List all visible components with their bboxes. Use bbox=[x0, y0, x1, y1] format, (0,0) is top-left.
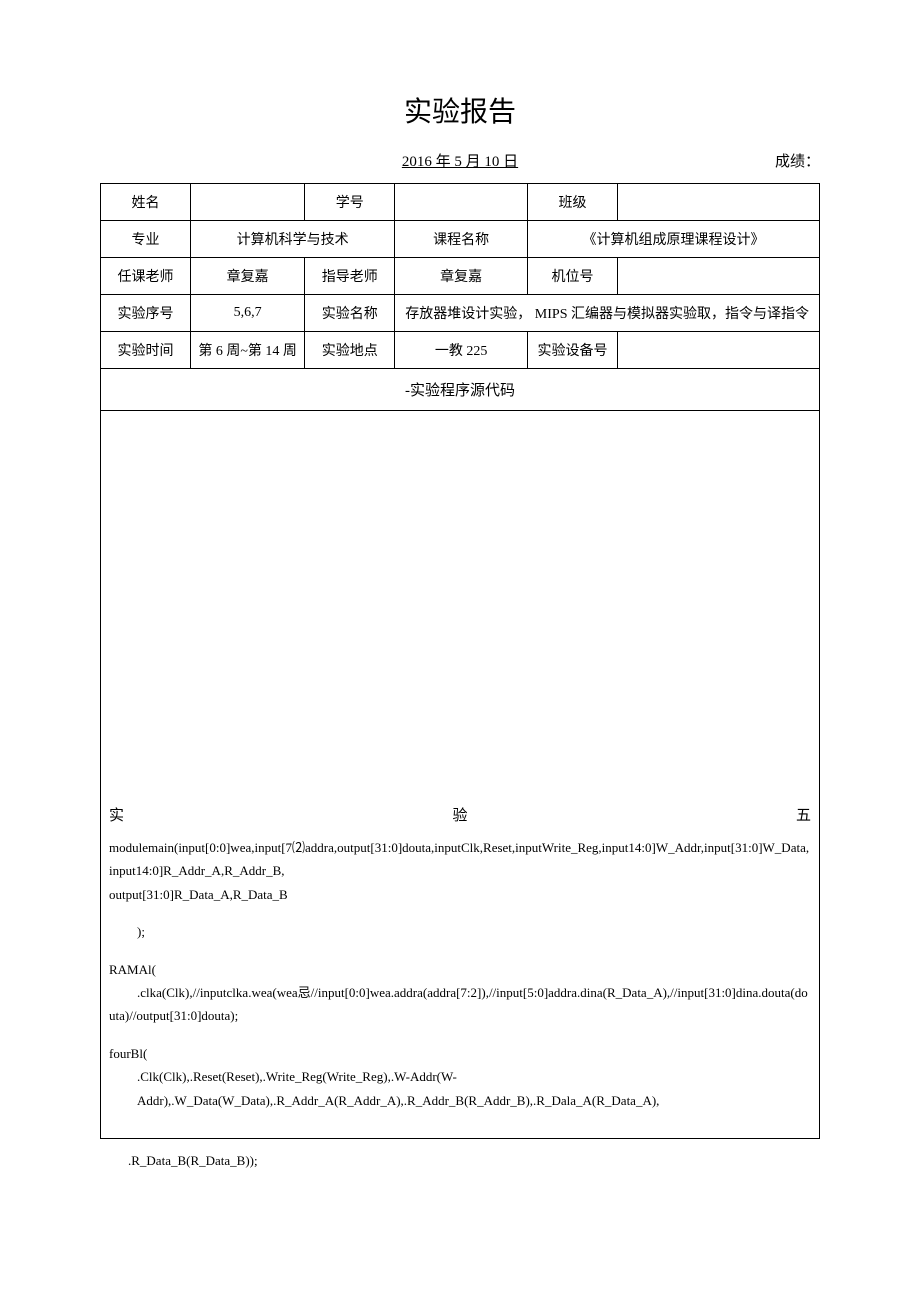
class-value bbox=[618, 184, 820, 221]
place-value: 一教 225 bbox=[395, 332, 528, 369]
info-table: 姓名 学号 班级 专业 计算机科学与技术 课程名称 《计算机组成原理课程设计》 … bbox=[100, 183, 820, 369]
table-row: 专业 计算机科学与技术 课程名称 《计算机组成原理课程设计》 bbox=[101, 221, 820, 258]
code-text: fourBl( bbox=[109, 1046, 147, 1061]
name-label: 姓名 bbox=[101, 184, 191, 221]
exp-mid: 验 bbox=[452, 803, 467, 830]
id-value bbox=[395, 184, 528, 221]
table-row: 任课老师 章复嘉 指导老师 章复嘉 机位号 bbox=[101, 258, 820, 295]
equip-value bbox=[618, 332, 820, 369]
class-label: 班级 bbox=[528, 184, 618, 221]
major-value: 计算机科学与技术 bbox=[191, 221, 395, 258]
advisor-label: 指导老师 bbox=[305, 258, 395, 295]
section-header: -实验程序源代码 bbox=[100, 369, 820, 411]
place-label: 实验地点 bbox=[305, 332, 395, 369]
exp-right: 五 bbox=[796, 803, 811, 830]
advisor-value: 章复嘉 bbox=[395, 258, 528, 295]
code-text: modulemain(input[0:0]wea,input[7⑵addra,o… bbox=[109, 840, 809, 878]
date-text: 2016 年 5 月 10 日 bbox=[402, 150, 518, 171]
page-title: 实验报告 bbox=[100, 90, 820, 130]
content-gap bbox=[109, 423, 811, 803]
expname-value: 存放器堆设计实验， MIPS 汇编器与模拟器实验取，指令与译指令 bbox=[395, 295, 820, 332]
exp-title-line: 实 验 五 bbox=[109, 803, 811, 830]
code-text: .clka(Clk),//inputclka.wea(wea忌//input[0… bbox=[109, 981, 811, 1028]
major-label: 专业 bbox=[101, 221, 191, 258]
code-text: .Clk(Clk),.Reset(Reset),.Write_Reg(Write… bbox=[109, 1065, 457, 1088]
code-text: RAMAl( bbox=[109, 962, 156, 977]
expno-label: 实验序号 bbox=[101, 295, 191, 332]
score-label: 成绩： bbox=[775, 150, 820, 171]
expno-value: 5,6,7 bbox=[191, 295, 305, 332]
footer-code: .R_Data_B(R_Data_B)); bbox=[100, 1153, 820, 1169]
code-line: ); bbox=[109, 920, 811, 943]
table-row: 实验序号 5,6,7 实验名称 存放器堆设计实验， MIPS 汇编器与模拟器实验… bbox=[101, 295, 820, 332]
content-box: 实 验 五 modulemain(input[0:0]wea,input[7⑵a… bbox=[100, 411, 820, 1139]
code-line: RAMAl( .clka(Clk),//inputclka.wea(wea忌//… bbox=[109, 958, 811, 1028]
exp-left: 实 bbox=[109, 803, 124, 830]
code-text: Addr),.W_Data(W_Data),.R_Addr_A(R_Addr_A… bbox=[109, 1089, 659, 1112]
name-value bbox=[191, 184, 305, 221]
code-line: fourBl( .Clk(Clk),.Reset(Reset),.Write_R… bbox=[109, 1042, 811, 1112]
teacher-value: 章复嘉 bbox=[191, 258, 305, 295]
time-label: 实验时间 bbox=[101, 332, 191, 369]
teacher-label: 任课老师 bbox=[101, 258, 191, 295]
equip-label: 实验设备号 bbox=[528, 332, 618, 369]
code-line: modulemain(input[0:0]wea,input[7⑵addra,o… bbox=[109, 836, 811, 906]
seat-label: 机位号 bbox=[528, 258, 618, 295]
course-label: 课程名称 bbox=[395, 221, 528, 258]
code-text: output[31:0]R_Data_A,R_Data_B bbox=[109, 887, 288, 902]
id-label: 学号 bbox=[305, 184, 395, 221]
table-row: 姓名 学号 班级 bbox=[101, 184, 820, 221]
date-row: 2016 年 5 月 10 日 成绩： bbox=[100, 150, 820, 171]
time-value: 第 6 周~第 14 周 bbox=[191, 332, 305, 369]
table-row: 实验时间 第 6 周~第 14 周 实验地点 一教 225 实验设备号 bbox=[101, 332, 820, 369]
course-value: 《计算机组成原理课程设计》 bbox=[528, 221, 820, 258]
seat-value bbox=[618, 258, 820, 295]
expname-label: 实验名称 bbox=[305, 295, 395, 332]
